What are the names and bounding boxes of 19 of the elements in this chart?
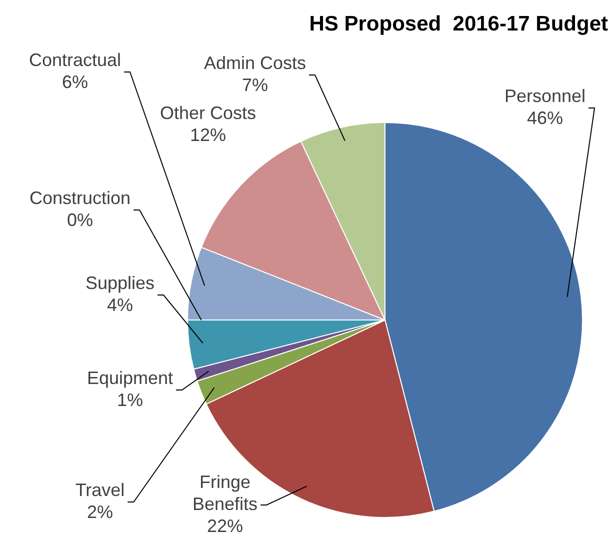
slice-label: Equipment — [86, 368, 174, 388]
text: 0% — [66, 210, 94, 230]
slice-label: Contractual — [28, 50, 122, 70]
data-label: 12% — [190, 124, 226, 145]
data-label: 4% — [106, 294, 134, 315]
data-label: 2% — [86, 502, 114, 522]
data-label: 1% — [116, 390, 144, 410]
data-label: 6% — [62, 72, 88, 92]
slice-label: Admin Costs — [204, 52, 306, 73]
slice-label: Travel — [75, 480, 125, 500]
category-label: Construction — [29, 188, 131, 208]
slice-label: Other Costs — [160, 102, 256, 123]
data-label: 22% — [206, 516, 244, 536]
data-label: 7% — [242, 74, 268, 95]
slice-label: Fringe Benefits — [192, 472, 258, 514]
slice-label: Supplies — [85, 272, 155, 293]
slice-label: Personnel — [504, 86, 586, 106]
chart-title: HS Proposed 2016-17 Budget — [309, 12, 608, 36]
data-label: 46% — [526, 108, 564, 128]
